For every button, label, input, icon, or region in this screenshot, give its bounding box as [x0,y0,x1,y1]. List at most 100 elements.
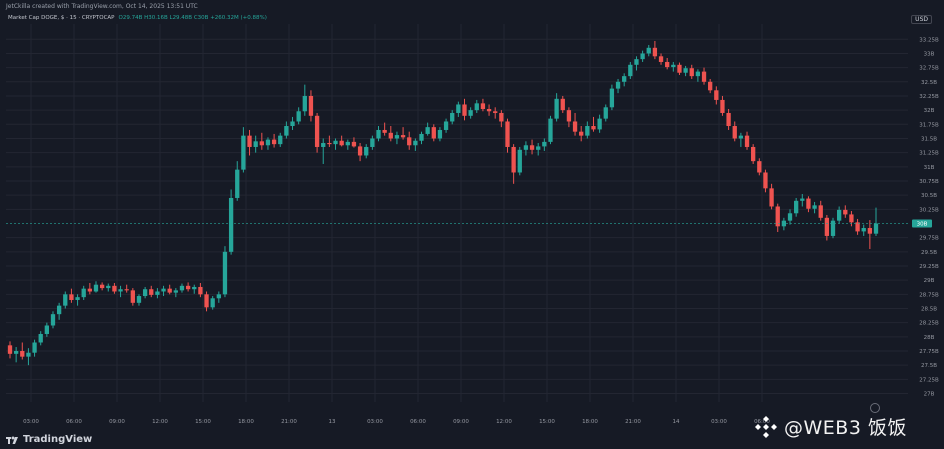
candle-body [499,112,504,122]
candle [419,131,424,145]
candle [560,95,565,113]
candle [50,311,56,329]
candle-body [615,81,621,89]
candle-body [7,345,13,354]
candle [493,107,498,119]
candle-body [400,135,406,138]
candle [407,131,412,150]
candle [830,217,836,239]
candle [13,347,19,363]
candle-body [382,129,387,133]
candle-body [155,291,160,295]
candle-body [714,90,719,100]
candle-body [517,149,522,173]
candle [382,122,387,136]
candle-body [566,110,572,122]
candle [818,200,823,221]
candle-body [450,112,455,122]
candle-body [658,56,664,62]
watermark: @WEB3 饭饭 [754,413,907,440]
candle-body [873,223,879,234]
candle [591,116,596,132]
candle [198,282,203,298]
candle-body [794,200,799,214]
candle [757,158,762,176]
candle-body [136,296,142,303]
symbol-title[interactable]: Market Cap DOGE, $ · 15 · CRYPTOCAP [8,15,115,21]
candle [93,281,99,293]
candle [714,86,719,105]
candle-body [26,352,31,357]
candle [284,121,289,139]
x-tick-label: 18:00 [238,419,254,425]
candle-body [112,285,117,292]
candle [124,284,129,293]
legend: Market Cap DOGE, $ · 15 · CRYPTOCAP O29.… [8,15,267,21]
y-tick-label: 30.75B [919,179,939,185]
candle-body [339,140,344,146]
candle [671,61,676,72]
candle [708,78,713,94]
candle [296,107,301,125]
candle [665,58,670,70]
candle [333,138,338,150]
candle-body [849,214,854,223]
candle [388,126,393,142]
candle-body [69,294,74,300]
candle-body [867,228,873,234]
y-tick-label: 32.75B [919,66,939,72]
candle-body [646,47,651,54]
candle-body [50,314,56,326]
x-tick-label: 03:00 [367,419,383,425]
candle [314,112,320,153]
candle-body [622,76,627,82]
candle-body [425,127,430,134]
candle-body [836,209,842,221]
x-tick-label: 09:00 [453,419,469,425]
candle-body [173,290,178,293]
credit-line: JetCkilla created with TradingView.com, … [6,3,198,10]
y-tick-label: 30.5B [921,193,937,199]
candle-body [327,143,332,145]
candle-body [480,103,486,110]
candle-body [665,61,670,68]
candle [812,201,817,214]
candle-body [419,133,424,141]
y-tick-label: 28.25B [919,321,939,327]
candle-body [179,285,185,291]
candle-body [591,126,596,130]
last-price-marker: 30B [6,219,932,228]
candle [529,139,535,155]
candle [579,126,584,142]
candle [253,135,258,153]
candle [142,286,148,299]
y-tick-label: 32.5B [921,80,937,86]
candle-body [364,146,369,156]
candle [597,114,602,133]
candle [161,285,166,297]
candle-body [560,98,565,111]
candle [327,135,332,147]
candle-body [259,141,264,146]
candle-body [271,139,277,145]
settings-icon[interactable] [870,403,880,413]
candle-body [769,188,774,207]
candle [701,67,707,85]
currency-badge[interactable]: USD [911,15,932,24]
candle [290,116,295,130]
candle-body [628,64,633,77]
candle-body [99,284,105,289]
y-tick-label: 33B [924,51,935,57]
tradingview-logo[interactable]: TradingView [6,434,92,445]
candle [259,132,264,150]
candle-body [118,289,123,292]
y-tick-label: 31.25B [919,151,939,157]
candle-body [456,104,461,113]
candle-body [806,198,811,209]
y-tick-label: 28.75B [919,292,939,298]
candle [450,110,455,125]
candle-body [81,288,86,298]
candle-body [247,135,252,147]
candle [523,141,529,156]
